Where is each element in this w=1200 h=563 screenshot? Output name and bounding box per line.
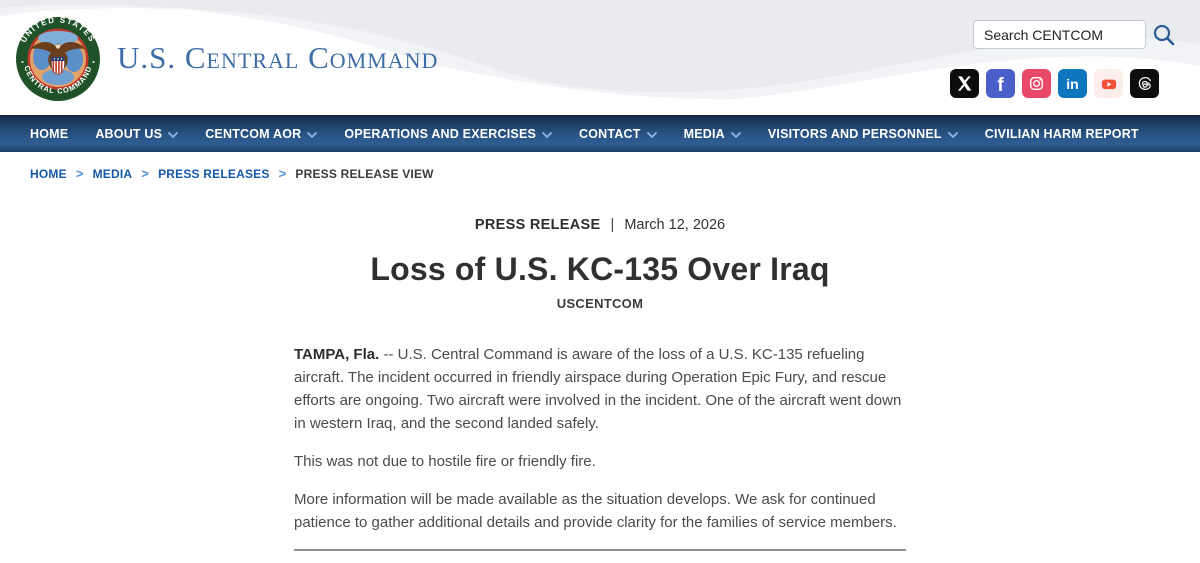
nav-item-label: HOME: [30, 127, 69, 141]
breadcrumb-separator: >: [75, 166, 84, 181]
chevron-down-icon: [542, 131, 552, 138]
search-icon: [1153, 24, 1175, 45]
x-logo-glyph: [957, 76, 972, 91]
nav-item-visitors-and-personnel[interactable]: VISITORS AND PERSONNEL: [768, 127, 958, 141]
nav-item-centcom-aor[interactable]: CENTCOM AOR: [205, 127, 318, 141]
nav-item-label: MEDIA: [683, 127, 725, 141]
chevron-down-icon: [947, 131, 958, 138]
nav-item-operations-and-exercises[interactable]: OPERATIONS AND EXERCISES: [344, 127, 552, 141]
chevron-down-icon: [307, 131, 318, 138]
nav-item-label: OPERATIONS AND EXERCISES: [344, 127, 537, 141]
nav-item-label: CIVILIAN HARM REPORT: [984, 127, 1139, 141]
breadcrumb-separator: >: [141, 166, 150, 181]
main-nav: HOME ABOUT US CENTCOM AOR OPERATIONS AND EX…: [0, 115, 1200, 152]
centcom-seal-logo[interactable]: UNITED STATES CENTRAL COMMAND: [14, 15, 102, 103]
meta-separator: |: [610, 217, 615, 233]
article-body: TAMPA, Fla. -- U.S. Central Command is a…: [294, 343, 906, 534]
nav-item-label: CENTCOM AOR: [205, 127, 302, 141]
chevron-down-icon: [168, 131, 179, 138]
chevron-down-icon: [646, 131, 657, 138]
nav-item-about-us[interactable]: ABOUT US: [95, 127, 179, 141]
article-meta: PRESS RELEASE | March 12, 2026: [294, 217, 906, 233]
social-instagram-button[interactable]: [1022, 69, 1051, 98]
article-date: March 12, 2026: [624, 217, 726, 233]
breadcrumb-separator: >: [278, 166, 287, 181]
nav-item-civilian-harm-report[interactable]: CIVILIAN HARM REPORT: [985, 127, 1139, 141]
social-x-button[interactable]: [950, 69, 979, 98]
instagram-logo-glyph: [1030, 77, 1043, 90]
paragraph-text: More information will be made available …: [294, 491, 897, 531]
article-divider: [294, 549, 906, 551]
breadcrumb-link-press-releases[interactable]: PRESS RELEASES: [158, 166, 270, 181]
nav-item-label: ABOUT US: [95, 127, 163, 141]
article-paragraph: TAMPA, Fla. -- U.S. Central Command is a…: [294, 343, 906, 435]
social-youtube-button[interactable]: [1094, 69, 1123, 98]
paragraph-text: -- U.S. Central Command is aware of the …: [294, 346, 902, 432]
search-area: [973, 20, 1176, 49]
press-release-kicker: PRESS RELEASE: [474, 217, 601, 233]
social-threads-button[interactable]: [1130, 69, 1159, 98]
site-title: U.S. Central Command: [117, 40, 439, 75]
youtube-logo-glyph: [1101, 79, 1116, 89]
seal-shield: [51, 56, 65, 75]
social-icons-row: f in: [950, 69, 1159, 98]
paragraph-lead: TAMPA, Fla.: [294, 346, 380, 363]
nav-item-label: CONTACT: [579, 127, 641, 141]
article-byline: USCENTCOM: [556, 296, 644, 311]
article-paragraph: This was not due to hostile fire or frie…: [294, 450, 906, 473]
social-linkedin-button[interactable]: in: [1058, 69, 1087, 98]
linkedin-logo-glyph: in: [1066, 75, 1079, 92]
press-release-article: PRESS RELEASE | March 12, 2026 Loss of U…: [294, 217, 906, 551]
nav-item-home[interactable]: HOME: [30, 127, 68, 141]
chevron-down-icon: [730, 131, 741, 138]
breadcrumb: HOME > MEDIA > PRESS RELEASES > PRESS RELEASE …: [0, 152, 1200, 187]
site-header: UNITED STATES CENTRAL COMMAND U.S. Centr…: [0, 0, 1200, 115]
nav-item-label: VISITORS AND PERSONNEL: [767, 127, 942, 141]
breadcrumb-current: PRESS RELEASE VIEW: [295, 166, 434, 181]
header-swoosh-decoration: [0, 0, 1200, 115]
search-input[interactable]: [973, 20, 1146, 49]
article-paragraph: More information will be made available …: [294, 488, 906, 534]
facebook-logo-glyph: f: [997, 75, 1004, 96]
paragraph-text: This was not due to hostile fire or frie…: [294, 453, 596, 470]
threads-logo-glyph: [1138, 77, 1151, 90]
nav-item-media[interactable]: MEDIA: [684, 127, 741, 141]
social-facebook-button[interactable]: f: [986, 69, 1015, 98]
article-title: Loss of U.S. KC-135 Over Iraq: [370, 251, 830, 287]
breadcrumb-link-media[interactable]: MEDIA: [92, 166, 133, 181]
nav-item-contact[interactable]: CONTACT: [579, 127, 657, 141]
breadcrumb-link-home[interactable]: HOME: [30, 166, 67, 181]
search-button[interactable]: [1152, 23, 1176, 47]
